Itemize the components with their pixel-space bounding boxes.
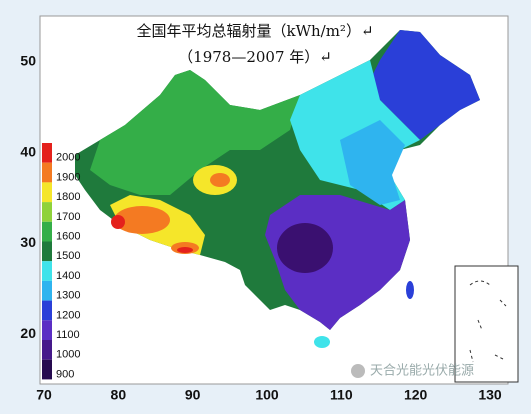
legend-swatch — [42, 221, 52, 242]
legend-swatch — [42, 241, 52, 262]
legend-swatch — [42, 320, 52, 340]
legend-swatch — [42, 162, 52, 183]
y-tick-label: 30 — [20, 234, 36, 250]
inset-box — [454, 265, 519, 383]
x-tick-label: 80 — [111, 387, 127, 403]
legend-label: 1100 — [56, 329, 80, 341]
watermark-icon — [351, 364, 365, 378]
y-tick-label: 50 — [20, 53, 36, 69]
axis-ticks: 50 40 30 20 70 80 90 100 110 120 130 — [20, 53, 501, 403]
legend: 2000 1900 1800 1700 1600 1500 1400 1300 1200 1100… — [42, 143, 80, 380]
watermark: 天合光能光伏能源 — [370, 362, 474, 377]
legend-swatch — [42, 300, 52, 321]
legend-label: 1800 — [56, 191, 80, 203]
legend-label: 1700 — [56, 211, 80, 223]
legend-swatch — [42, 202, 52, 222]
y-tick-label: 40 — [20, 143, 36, 159]
inset — [454, 265, 519, 383]
region-green — [90, 70, 300, 195]
legend-swatch — [42, 340, 52, 360]
legend-label: 900 — [56, 368, 74, 380]
region-peak — [111, 215, 125, 229]
legend-label: 1300 — [56, 290, 80, 302]
legend-label: 1500 — [56, 250, 80, 262]
title-line1: 全国年平均总辐射量（kWh/m²）↵ — [136, 22, 373, 40]
x-tick-label: 110 — [330, 387, 353, 403]
legend-label: 1900 — [56, 171, 80, 183]
legend-label: 1000 — [56, 349, 80, 361]
china-map — [75, 30, 480, 348]
legend-swatch — [42, 261, 52, 281]
title-line2: （1978—2007 年）↵ — [178, 48, 332, 66]
legend-label: 1200 — [56, 309, 80, 321]
region-hot — [114, 206, 170, 234]
legend-label: 1400 — [56, 270, 80, 282]
taiwan — [406, 281, 414, 299]
x-tick-label: 70 — [36, 387, 52, 403]
y-tick-label: 20 — [20, 325, 36, 341]
legend-label: 1600 — [56, 230, 80, 242]
legend-swatch — [42, 182, 52, 203]
hainan — [314, 336, 330, 348]
x-tick-label: 90 — [185, 387, 201, 403]
legend-swatch — [42, 143, 52, 163]
x-tick-label: 120 — [404, 387, 428, 403]
legend-swatch — [42, 359, 52, 380]
region-hot — [210, 173, 230, 187]
x-tick-label: 130 — [478, 387, 502, 403]
region-east — [340, 120, 405, 205]
x-tick-label: 100 — [255, 387, 279, 403]
region-northeast — [370, 30, 480, 140]
region-peak — [177, 247, 193, 253]
legend-label: 2000 — [56, 152, 80, 164]
region-basin — [277, 223, 333, 273]
legend-swatch — [42, 280, 52, 301]
